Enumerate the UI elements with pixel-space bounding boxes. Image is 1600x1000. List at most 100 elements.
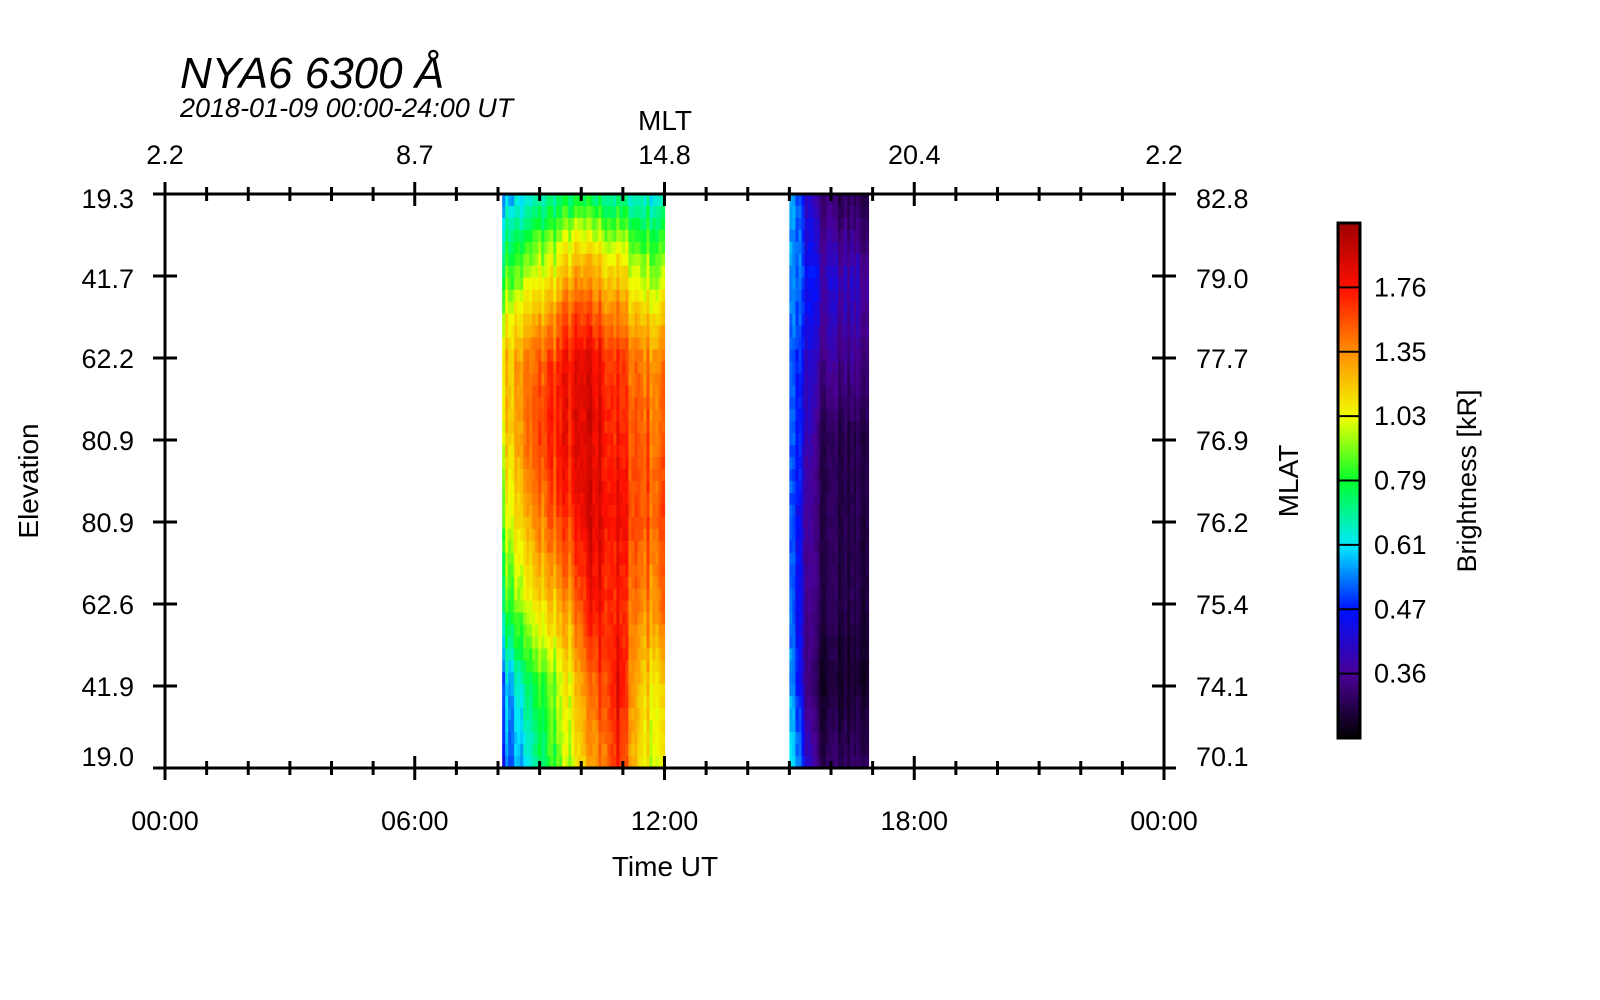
heatmap-cell	[544, 385, 548, 398]
heatmap-cell	[792, 373, 797, 386]
heatmap-cell	[658, 337, 663, 351]
colorbar-swatch	[1338, 501, 1360, 505]
heatmap-cell	[625, 397, 630, 410]
colorbar-swatch	[1338, 434, 1360, 438]
heatmap-cell	[838, 445, 842, 458]
heatmap-cell	[838, 301, 842, 315]
heatmap-cell	[526, 445, 530, 458]
heatmap-cell	[577, 540, 581, 554]
heatmap-cell	[535, 421, 539, 434]
heatmap-cell	[649, 265, 654, 279]
heatmap-cell	[577, 229, 581, 243]
heatmap-cell	[565, 265, 569, 279]
heatmap-cell	[850, 313, 854, 327]
heatmap-cell	[553, 349, 557, 363]
heatmap-cell	[862, 612, 867, 626]
heatmap-cell	[643, 492, 648, 506]
top-tick-label: 8.7	[396, 140, 434, 170]
heatmap-cell	[574, 277, 578, 291]
heatmap-cell	[502, 516, 506, 530]
heatmap-cell	[589, 385, 593, 398]
heatmap-cell	[607, 528, 611, 542]
heatmap-cell	[511, 289, 515, 303]
heatmap-cell	[565, 469, 569, 482]
heatmap-cell	[514, 469, 518, 482]
heatmap-cell	[616, 421, 621, 434]
heatmap-cell	[550, 720, 554, 733]
top-axis-label: MLT	[638, 105, 692, 136]
heatmap-cell	[508, 564, 512, 578]
x-tick-label: 06:00	[381, 806, 449, 836]
heatmap-cell	[562, 696, 566, 709]
heatmap-cell	[813, 289, 818, 303]
heatmap-cell	[571, 325, 575, 339]
heatmap-cell	[655, 385, 660, 398]
heatmap-cell	[523, 696, 527, 709]
heatmap-cell	[816, 457, 821, 470]
heatmap-cell	[798, 492, 803, 506]
colorbar-swatch	[1338, 503, 1360, 507]
heatmap-cell	[574, 469, 578, 482]
heatmap-cell	[541, 636, 545, 650]
heatmap-cell	[640, 445, 645, 458]
heatmap-cell	[598, 373, 602, 386]
heatmap-cell	[502, 696, 506, 709]
heatmap-cell	[535, 205, 539, 219]
heatmap-cell	[658, 253, 663, 267]
heatmap-cell	[505, 756, 509, 769]
heatmap-cell	[825, 504, 830, 518]
heatmap-cell	[813, 469, 818, 482]
heatmap-cell	[850, 552, 854, 566]
heatmap-cell	[646, 552, 651, 566]
heatmap-cell	[792, 313, 797, 327]
heatmap-cell	[574, 349, 578, 363]
heatmap-cell	[523, 660, 527, 673]
heatmap-cell	[850, 672, 854, 685]
heatmap-cell	[828, 361, 833, 374]
heatmap-cell	[619, 636, 624, 650]
heatmap-cell	[505, 277, 509, 291]
heatmap-cell	[508, 277, 512, 291]
heatmap-cell	[801, 457, 806, 470]
heatmap-cell	[589, 337, 593, 351]
heatmap-cell	[865, 756, 870, 769]
heatmap-cell	[798, 696, 803, 709]
heatmap-cell	[856, 684, 860, 697]
heatmap-cell	[556, 672, 560, 685]
heatmap-cell	[523, 253, 527, 267]
heatmap-cell	[619, 540, 624, 554]
heatmap-cell	[828, 205, 833, 219]
heatmap-cell	[520, 708, 524, 721]
heatmap-cell	[502, 469, 506, 482]
heatmap-cell	[801, 481, 806, 494]
heatmap-cell	[816, 337, 821, 351]
colorbar-swatch	[1338, 449, 1360, 453]
heatmap-cell	[622, 504, 627, 518]
heatmap-cell	[841, 684, 845, 697]
heatmap-cell	[628, 301, 633, 315]
heatmap-cell	[831, 289, 836, 303]
heatmap-cell	[661, 337, 666, 351]
heatmap-cell	[514, 457, 518, 470]
heatmap-cell	[529, 373, 533, 386]
heatmap-cell	[568, 457, 572, 470]
heatmap-cell	[511, 194, 515, 207]
heatmap-cell	[661, 253, 666, 267]
heatmap-cell	[646, 265, 651, 279]
heatmap-cell	[577, 552, 581, 566]
heatmap-cell	[816, 409, 821, 422]
heatmap-cell	[526, 696, 530, 709]
heatmap-cell	[844, 397, 848, 410]
heatmap-cell	[637, 576, 642, 590]
heatmap-cell	[538, 696, 542, 709]
heatmap-cell	[604, 756, 608, 769]
heatmap-cell	[828, 241, 833, 255]
heatmap-cell	[595, 253, 599, 267]
heatmap-cell	[595, 481, 599, 494]
heatmap-cell	[577, 528, 581, 542]
heatmap-cell	[583, 600, 587, 614]
heatmap-cell	[825, 325, 830, 339]
heatmap-cell	[589, 552, 593, 566]
heatmap-cell	[607, 648, 611, 661]
heatmap-cell	[568, 492, 572, 506]
